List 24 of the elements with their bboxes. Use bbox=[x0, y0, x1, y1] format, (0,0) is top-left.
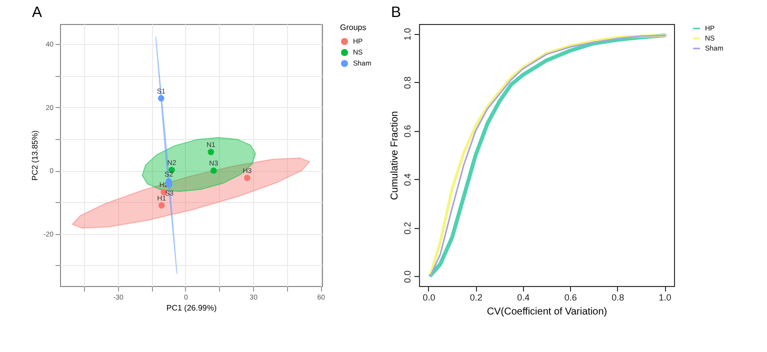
y-tick-label: 0.4 bbox=[402, 174, 412, 186]
point bbox=[210, 167, 217, 174]
y-tick-label: 1.0 bbox=[402, 28, 412, 40]
point bbox=[158, 202, 165, 209]
y-tick-label: 0.2 bbox=[402, 222, 412, 235]
x-axis-title: PC1 (26.99%) bbox=[166, 304, 217, 312]
point bbox=[208, 148, 214, 156]
x-tick-label: 1.0 bbox=[658, 292, 672, 302]
chart-title: A bbox=[32, 4, 42, 21]
point bbox=[158, 95, 164, 102]
chart-title: B bbox=[391, 4, 402, 21]
y-tick-label: 0.8 bbox=[402, 76, 412, 89]
x-tick-label: 0.6 bbox=[564, 292, 577, 302]
x-tick-label: 0.2 bbox=[470, 292, 482, 302]
legend-title: Groups bbox=[340, 23, 366, 32]
y-tick-label: 0.6 bbox=[402, 124, 412, 138]
point bbox=[244, 174, 250, 182]
x-tick-label: 0.4 bbox=[517, 292, 530, 302]
y-axis-title: Cumulative Fraction bbox=[390, 111, 400, 200]
x-tick-label: 0.8 bbox=[612, 292, 624, 302]
x-tick-label: 0.0 bbox=[422, 292, 436, 302]
y-tick-label: 0.0 bbox=[402, 270, 412, 284]
y-axis-title: PC2 (13.85%) bbox=[30, 130, 40, 181]
x-axis-title: CV(Coefficient of Variation) bbox=[486, 306, 608, 318]
